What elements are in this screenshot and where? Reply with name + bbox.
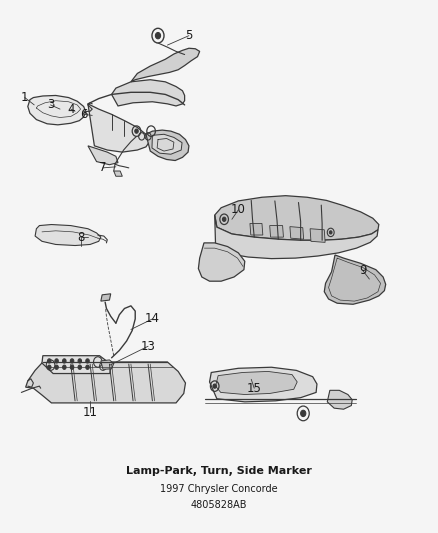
Polygon shape [26,362,185,403]
Circle shape [300,410,306,417]
Polygon shape [215,372,297,394]
Circle shape [55,365,58,369]
Polygon shape [42,356,111,374]
Circle shape [71,359,74,363]
Text: 5: 5 [185,29,193,42]
Text: 7: 7 [99,161,107,174]
Text: 9: 9 [359,264,367,277]
Polygon shape [131,49,200,82]
Polygon shape [215,196,379,240]
Circle shape [155,33,161,39]
Text: 1: 1 [21,91,28,104]
Text: 6: 6 [80,108,88,121]
Polygon shape [198,243,245,281]
Polygon shape [290,227,304,239]
Polygon shape [324,255,386,304]
Circle shape [135,129,138,133]
Text: 8: 8 [77,231,85,244]
Text: 11: 11 [83,406,98,419]
Polygon shape [28,95,86,125]
Circle shape [48,359,51,363]
Circle shape [78,365,81,369]
Circle shape [48,365,51,369]
Circle shape [78,359,81,363]
Text: 10: 10 [231,203,246,216]
Polygon shape [88,146,118,165]
Polygon shape [88,104,150,152]
Circle shape [223,217,226,221]
Polygon shape [152,134,182,154]
Text: Lamp-Park, Turn, Side Marker: Lamp-Park, Turn, Side Marker [126,466,312,476]
Circle shape [86,365,89,369]
Polygon shape [112,80,185,106]
Circle shape [63,365,66,369]
Polygon shape [209,367,317,402]
Text: 3: 3 [47,99,54,111]
Polygon shape [310,229,325,243]
Polygon shape [114,171,122,176]
Circle shape [86,359,89,363]
Circle shape [55,359,58,363]
Polygon shape [270,225,283,237]
Polygon shape [250,223,263,235]
Polygon shape [215,215,378,259]
Text: 13: 13 [141,340,155,353]
Text: 14: 14 [145,312,160,326]
Text: 4805828AB: 4805828AB [191,500,247,510]
Circle shape [63,359,66,363]
Circle shape [329,231,332,234]
Polygon shape [327,390,352,409]
Polygon shape [35,224,101,246]
Circle shape [213,384,216,388]
Circle shape [71,365,74,369]
Text: 1997 Chrysler Concorde: 1997 Chrysler Concorde [160,484,278,495]
Text: 15: 15 [247,382,261,395]
Text: 4: 4 [67,102,74,116]
Polygon shape [101,294,111,301]
Polygon shape [101,360,114,369]
Polygon shape [146,130,189,160]
